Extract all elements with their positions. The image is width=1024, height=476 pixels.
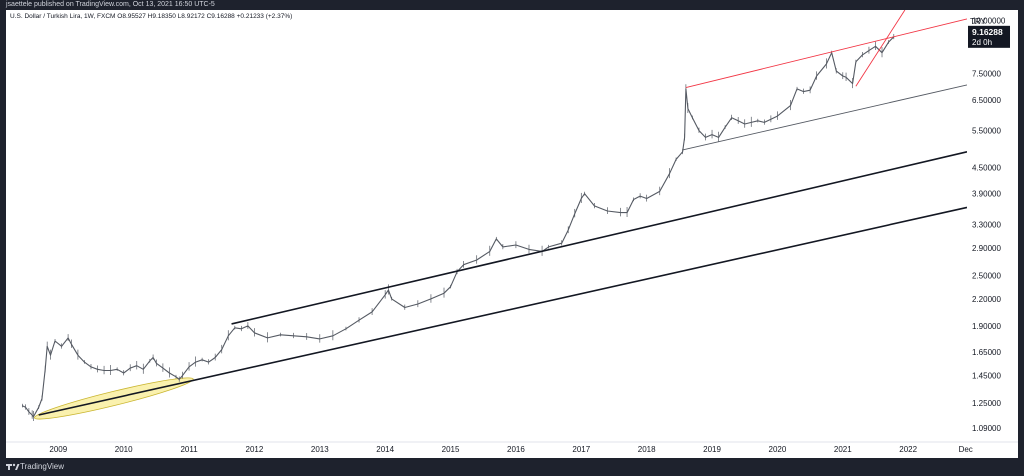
x-tick-label: 2022 [899,445,917,454]
symbol-name: U.S. Dollar / Turkish Lira, 1W, FXCM [10,13,116,20]
publish-info: jsaettele published on TradingView.com, … [6,1,215,8]
publish-header: jsaettele published on TradingView.com, … [0,0,1024,10]
y-tick-label: 2.20000 [972,295,1001,304]
footer-bar: TradingView [0,458,1024,476]
y-tick-label: 2.50000 [972,271,1001,280]
x-tick-label: 2017 [572,445,590,454]
y-tick-label: 1.09000 [972,424,1001,433]
x-tick-label: 2011 [180,445,198,454]
y-tick-label: 1.90000 [972,322,1001,331]
chart-frame: U.S. Dollar / Turkish Lira, 1W, FXCM O8.… [6,10,1018,458]
trendline-1[interactable] [231,151,968,325]
y-tick-label: 5.50000 [972,127,1001,136]
currency-label: TRY [970,17,987,26]
y-tick-label: 6.50000 [972,96,1001,105]
price-series-line [22,36,895,418]
y-tick-label: 3.30000 [972,220,1001,229]
trendline-2[interactable] [38,206,968,416]
trendline-4[interactable] [685,18,968,89]
x-tick-label: 2009 [49,445,67,454]
trendline-3[interactable] [682,84,968,151]
x-tick-label: 2020 [769,445,787,454]
x-tick-label: 2012 [246,445,264,454]
x-tick-label: 2014 [376,445,394,454]
y-tick-label: 3.90000 [972,190,1001,199]
current-price: 9.16288 [972,27,1003,37]
x-tick-label: Dec [959,445,973,454]
footer-brand: TradingView [20,462,65,471]
tradingview-logo-icon [6,463,20,470]
symbol-legend: U.S. Dollar / Turkish Lira, 1W, FXCM O8.… [10,13,292,20]
y-tick-label: 1.65000 [972,348,1001,357]
y-tick-label: 4.50000 [972,163,1001,172]
low-value: L8.92172 [177,13,205,20]
price-chart[interactable]: 10.00000 7.50000 6.50000 5.50000 4.50000 3.90… [6,10,1018,458]
x-tick-label: 2016 [507,445,525,454]
x-tick-label: 2010 [115,445,133,454]
x-tick-label: 2021 [834,445,852,454]
high-value: H9.18350 [147,13,176,20]
x-tick-label: 2018 [638,445,656,454]
x-tick-label: 2013 [311,445,329,454]
trendline-5[interactable] [855,10,906,87]
change-value: +0.21233 (+2.37%) [236,13,293,20]
y-tick-label: 2.90000 [972,244,1001,253]
x-tick-label: 2015 [442,445,460,454]
y-tick-label: 1.25000 [972,399,1001,408]
open-value: O8.95527 [117,13,146,20]
y-tick-label: 7.50000 [972,70,1001,79]
x-tick-label: 2019 [703,445,721,454]
y-tick-label: 1.45000 [972,372,1001,381]
y-tick-label: 10.00000 [972,17,1006,26]
bar-countdown: 2d 0h [972,38,992,47]
price-axis[interactable] [967,10,1018,458]
close-value: C9.16288 [206,13,235,20]
current-price-tag: TRY 9.16288 2d 0h [968,17,1010,48]
